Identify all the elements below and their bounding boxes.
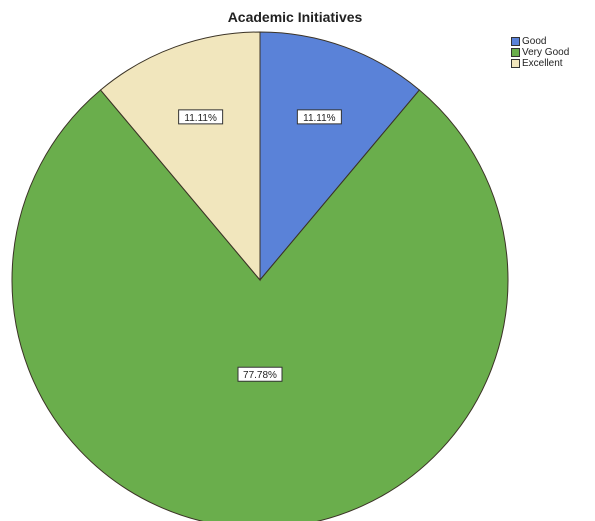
legend-label-very-good: Very Good	[522, 46, 570, 58]
chart-legend: Good Very Good Excellent	[511, 36, 569, 69]
data-label-good: 11.11%	[296, 109, 342, 125]
data-label-box-very-good	[237, 366, 283, 382]
data-label-text-very-good: 77.78%	[243, 370, 277, 381]
chart-title: Academic Initiatives	[227, 9, 363, 25]
data-label-excellent: 11.11%	[178, 109, 224, 125]
data-label-text-good: 11.11%	[303, 113, 336, 124]
data-label-very-good: 77.78%	[237, 366, 283, 382]
data-label-box-excellent	[178, 109, 224, 125]
legend-swatch-good	[511, 37, 520, 46]
pie-slice-excellent	[99, 31, 261, 282]
legend-item-excellent: Excellent	[511, 58, 569, 69]
legend-label-good: Good	[522, 35, 547, 47]
legend-swatch-excellent	[511, 59, 520, 68]
legend-swatch-very-good	[511, 48, 520, 57]
legend-label-excellent: Excellent	[522, 57, 563, 69]
data-label-text-excellent: 11.11%	[184, 113, 217, 124]
legend-item-good: Good	[511, 36, 569, 47]
pie-slice-very-good	[11, 89, 509, 521]
data-label-box-good	[296, 109, 342, 125]
legend-item-very-good: Very Good	[511, 47, 569, 58]
pie-slice-good	[259, 31, 421, 282]
